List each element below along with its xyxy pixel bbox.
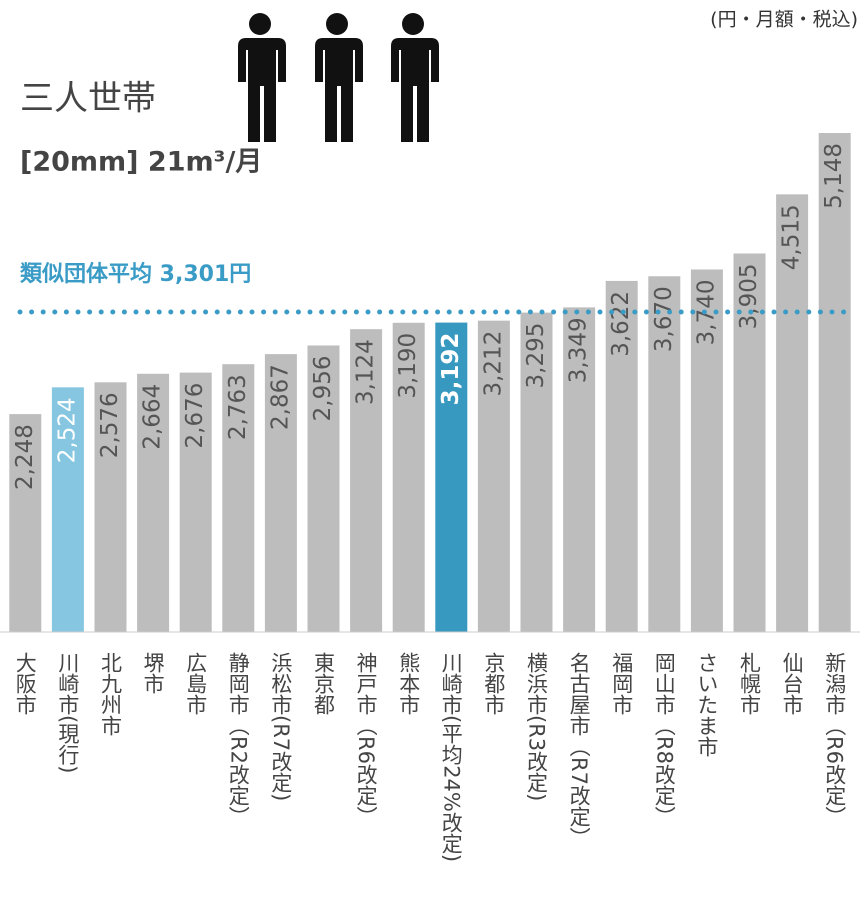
x-tick-label: 京都市 xyxy=(482,652,506,715)
x-tick-label: 浜松市(R7改定) xyxy=(269,652,293,801)
bar xyxy=(179,372,212,632)
x-tick-label: 神戸市（R6改定） xyxy=(354,652,378,827)
x-tick-label: 横浜市(R3改定) xyxy=(525,652,549,801)
bar xyxy=(648,276,681,632)
value-label: 2,956 xyxy=(310,355,336,421)
bar xyxy=(776,194,809,632)
bar xyxy=(563,307,596,632)
value-label: 3,349 xyxy=(566,317,592,383)
x-tick-label: 岡山市（R8改定） xyxy=(652,652,676,827)
unit-note: (円・月額・税込) xyxy=(710,9,858,31)
bar xyxy=(264,354,297,632)
value-label: 3,190 xyxy=(395,333,421,399)
x-tick-label: 熊本市 xyxy=(397,652,421,715)
bar xyxy=(605,280,638,632)
x-tick-label: 広島市 xyxy=(184,652,208,715)
x-tick-label: 川崎市(平均24%改定) xyxy=(439,652,463,862)
value-label: 3,192 xyxy=(438,333,464,406)
value-label: 2,867 xyxy=(267,364,293,430)
value-label: 3,670 xyxy=(651,286,677,352)
bar xyxy=(222,364,255,632)
value-label: 2,248 xyxy=(12,424,38,490)
value-label: 2,576 xyxy=(97,392,123,458)
value-label: 5,148 xyxy=(821,143,847,209)
x-tick-label: 静岡市（R2改定） xyxy=(226,652,250,827)
person-icon xyxy=(315,13,363,142)
bar xyxy=(477,320,510,632)
people-icons xyxy=(238,13,439,142)
value-label: 2,664 xyxy=(140,384,166,450)
value-label: 2,676 xyxy=(182,383,208,449)
value-label: 3,212 xyxy=(480,331,506,397)
value-label: 3,622 xyxy=(608,291,634,357)
bar xyxy=(690,269,723,632)
bar xyxy=(51,387,84,632)
x-tick-label: 新潟市（R6改定） xyxy=(823,652,847,827)
bar xyxy=(520,312,553,632)
bar xyxy=(307,345,340,632)
chart-subtitle: [20mm] 21m³/月 xyxy=(20,147,262,178)
value-label: 3,295 xyxy=(523,323,549,389)
x-tick-label: さいたま市 xyxy=(695,652,719,757)
average-label: 類似団体平均 3,301円 xyxy=(20,261,251,287)
value-label: 2,524 xyxy=(54,397,80,463)
person-icon xyxy=(391,13,439,142)
chart-title: 三人世帯 xyxy=(20,79,156,119)
x-tick-label: 札幌市 xyxy=(738,652,762,715)
value-label: 3,905 xyxy=(736,263,762,329)
x-tick-label: 川崎市(現行) xyxy=(56,652,80,773)
x-tick-label: 堺市 xyxy=(141,652,165,694)
x-tick-label: 福岡市 xyxy=(610,652,634,715)
value-label: 4,515 xyxy=(779,204,805,270)
bar xyxy=(818,133,851,632)
bar xyxy=(733,253,766,632)
bar xyxy=(435,322,468,632)
x-tick-label: 北九州市 xyxy=(99,652,123,736)
bar xyxy=(137,373,170,632)
value-label: 3,124 xyxy=(353,339,379,405)
bar xyxy=(392,322,425,632)
x-tick-label: 名古屋市（R7改定） xyxy=(567,652,591,848)
bar xyxy=(9,414,42,632)
person-icon xyxy=(238,13,286,142)
bar xyxy=(94,382,127,632)
x-tick-label: 東京都 xyxy=(312,652,336,715)
bar xyxy=(350,329,383,632)
value-label: 2,763 xyxy=(225,374,251,440)
x-tick-label: 大阪市 xyxy=(13,652,37,715)
x-tick-label: 仙台市 xyxy=(780,652,804,715)
